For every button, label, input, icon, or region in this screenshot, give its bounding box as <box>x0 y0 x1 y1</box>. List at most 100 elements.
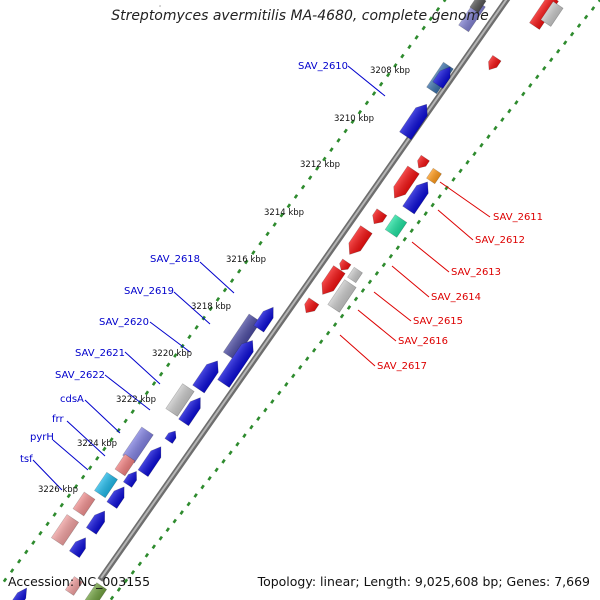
tick-dot <box>430 202 435 208</box>
tick-dot <box>144 390 150 396</box>
tick-dot <box>307 175 313 181</box>
gene-right-5 <box>393 165 420 199</box>
tick-dot <box>528 83 533 88</box>
tick-dot <box>277 390 282 396</box>
tick-dot <box>555 48 561 54</box>
tick-dot <box>2 577 8 583</box>
gene-label-left: frr <box>52 414 64 425</box>
tick-dot <box>423 211 428 216</box>
gene-right-7 <box>372 208 388 225</box>
gene-edge-2-shade <box>65 576 83 596</box>
gene-left-18-shade <box>86 511 105 535</box>
gene-right-0-shade <box>529 0 559 30</box>
tick-dot <box>73 484 79 489</box>
tick-dot <box>318 339 324 345</box>
genome-summary: Topology: linear; Length: 9,025,608 bp; … <box>257 574 590 589</box>
gene-label-right: SAV_2615 <box>413 316 463 327</box>
tick-dot <box>381 262 387 268</box>
gene-edge-3 <box>158 4 162 8</box>
tick-dot <box>458 168 463 174</box>
tick-dot <box>576 23 582 29</box>
leader-left <box>66 420 106 457</box>
tick-dot <box>465 159 470 165</box>
gene-label-left: tsf <box>20 454 33 465</box>
tick-dot <box>193 493 198 498</box>
tick-dot <box>367 279 373 285</box>
leader-right <box>439 181 491 218</box>
tick-dot <box>583 14 589 20</box>
tick-dot <box>242 433 247 439</box>
tick-dot <box>353 296 359 302</box>
gene-right-4-shade <box>426 168 442 184</box>
label-leaders <box>32 65 491 491</box>
gene-right-6 <box>402 181 429 215</box>
tick-dot <box>493 125 498 131</box>
tick-dot <box>95 456 100 461</box>
tick-dot <box>435 6 441 12</box>
leader-right <box>373 291 412 322</box>
gene-right-12 <box>321 265 346 295</box>
gene-right-8 <box>384 214 408 238</box>
tick-dot <box>542 65 547 71</box>
tick-dot <box>535 74 540 80</box>
genome-backbone <box>97 0 511 582</box>
gene-left-3-shade <box>223 314 261 360</box>
tick-dot <box>343 128 348 134</box>
gene-left-17 <box>50 514 80 546</box>
tick-dot <box>66 493 72 499</box>
gene-edge-1-shade <box>83 582 107 600</box>
gene-right-1 <box>540 1 564 27</box>
tick-dot <box>52 512 57 517</box>
tick-dot <box>407 44 412 50</box>
gene-label-left: SAV_2621 <box>75 348 125 359</box>
tick-dot <box>186 501 191 507</box>
gene-left-21-shade <box>469 0 487 13</box>
tick-dot <box>500 117 505 122</box>
gene-right-13 <box>327 279 357 313</box>
gene-left-15-shade <box>106 486 125 509</box>
tick-label: 3220 kbp <box>152 349 192 359</box>
tick-dot <box>87 465 93 471</box>
tick-dot <box>228 450 233 456</box>
tick-dot <box>222 287 228 293</box>
tick-dot <box>298 364 303 370</box>
tick-dot <box>172 518 177 524</box>
tick-dot <box>293 194 299 199</box>
tick-dot <box>130 569 136 575</box>
tick-dot <box>16 558 22 564</box>
tick-dot <box>116 587 122 592</box>
gene-left-17-shade <box>51 514 79 546</box>
gene-left-7 <box>165 383 195 417</box>
gene-right-10-shade <box>339 259 351 271</box>
gene-label-left: SAV_2620 <box>99 317 149 328</box>
tick-dot <box>451 177 456 182</box>
tick-dot <box>374 270 380 276</box>
tick-dot <box>393 63 398 68</box>
labels: 3208 kbp 3210 kbp 3212 kbp 3214 kbp 3216 kbp… <box>20 61 543 495</box>
tick-dot <box>265 231 270 237</box>
tick-dot <box>158 535 163 541</box>
tick-dot <box>486 134 491 140</box>
tick-dot <box>388 253 394 259</box>
leader-right <box>357 309 397 342</box>
tick-dot <box>137 561 143 567</box>
tick-dot <box>45 521 50 527</box>
tick-dot <box>350 119 355 124</box>
tick-dot <box>173 353 178 358</box>
tick-dot <box>395 245 401 251</box>
gene-right-1-shade <box>540 1 564 27</box>
tick-dot <box>400 53 405 59</box>
tick-dot <box>291 373 296 379</box>
leader-right <box>437 209 474 241</box>
gene-right-2 <box>488 54 502 71</box>
gene-left-9 <box>164 430 177 444</box>
gene-left-12-shade <box>114 454 136 476</box>
tick-label: 3208 kbp <box>370 66 410 76</box>
tick-dot <box>166 362 171 368</box>
gene-label-right: SAV_2617 <box>377 361 427 372</box>
tick-dot <box>416 219 421 225</box>
tick-dot <box>24 549 29 555</box>
leader-left <box>149 321 191 353</box>
tick-dot <box>235 441 240 447</box>
gene-left-19-shade <box>69 537 86 558</box>
